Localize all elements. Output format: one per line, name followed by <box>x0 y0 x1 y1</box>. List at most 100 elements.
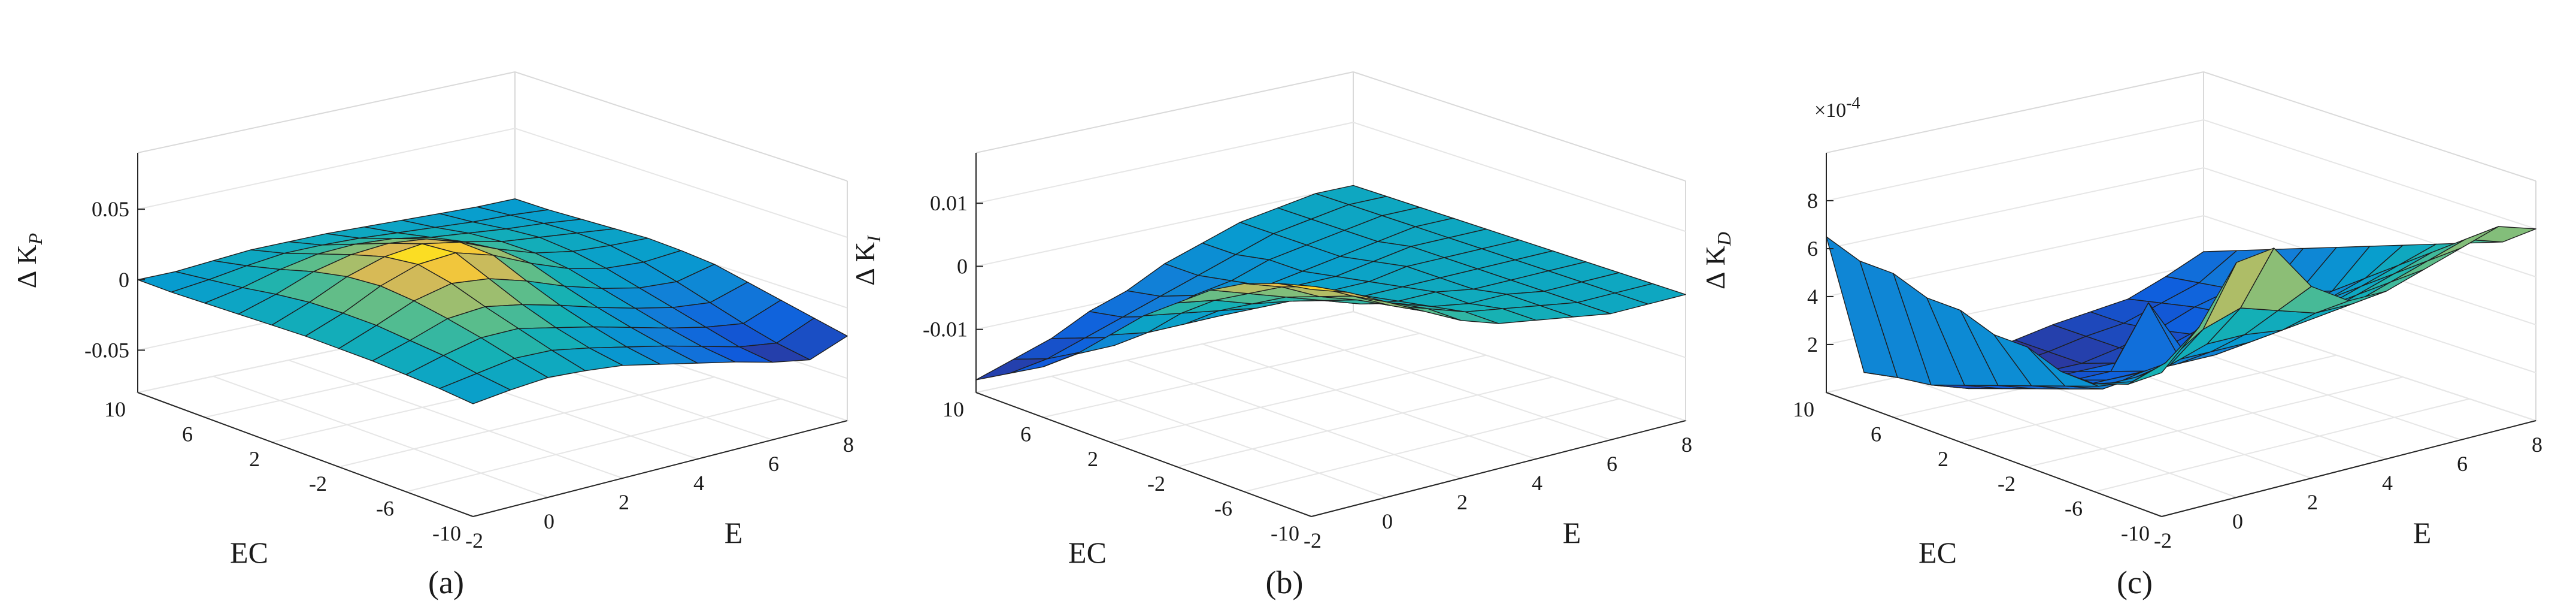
y-tick-label: -10 <box>2121 521 2150 545</box>
y-tick-label: -6 <box>2065 497 2083 521</box>
z-exponent-label: ×10-4 <box>1814 94 1860 122</box>
floor-grid-line <box>405 398 781 493</box>
surface <box>137 198 848 404</box>
z-tick-label: 6 <box>1807 237 1818 261</box>
wall-grid-line <box>1826 167 2536 277</box>
z-label-main: K <box>850 242 880 262</box>
panel-b: -0.01 0 0.01 -2 0 2 4 6 8 10 6 2 -2 -6 -10 E EC ΔKI (b) <box>850 71 1692 600</box>
panel-a: -0.05 0 0.05 -2 0 2 4 6 8 10 6 2 -2 -6 -10 E EC ΔKP (a) <box>11 71 854 600</box>
floor-grid-line <box>1126 360 1462 479</box>
y-tick-label: -6 <box>1214 497 1232 521</box>
z-label-main: K <box>1700 246 1731 265</box>
y-axis-label: EC <box>1919 536 1957 569</box>
exponent-power: -4 <box>1846 94 1860 113</box>
y-tick-label: 6 <box>1020 422 1031 446</box>
top-edge-line <box>137 71 516 153</box>
y-axis-label: EC <box>1068 536 1107 569</box>
surface <box>1826 226 2536 389</box>
z-axis-label: ΔKP <box>11 233 46 288</box>
floor-grid-line <box>1110 354 1487 443</box>
floor-grid-line <box>1277 327 1611 440</box>
y-tick-label: 10 <box>1793 397 1814 421</box>
surface-patch <box>975 358 1048 381</box>
wall-grid-line <box>1826 119 2536 230</box>
x-tick-label: 0 <box>544 509 554 533</box>
panel-c: 2 4 6 8 -2 0 2 4 6 8 10 6 2 -2 -6 -10 E EC ΔKD ×10-4 (c) <box>1700 71 2542 600</box>
wall-grid-line <box>137 128 848 238</box>
y-axis-label: EC <box>230 536 268 569</box>
y-axis-line <box>1826 392 2162 517</box>
panel-caption: (a) <box>428 564 464 600</box>
x-tick-label: -2 <box>465 529 483 552</box>
y-tick-label: 6 <box>1871 422 1881 446</box>
floor-grid-line <box>1353 311 1686 421</box>
z-tick-label: 0 <box>957 254 968 278</box>
floor-grid-line <box>1901 376 2237 498</box>
y-tick-label: 10 <box>104 397 126 421</box>
z-axis-label: ΔKD <box>1700 232 1735 289</box>
x-tick-label: 4 <box>693 471 704 495</box>
floor-grid-line <box>1042 333 1420 418</box>
x-tick-label: 2 <box>619 490 629 514</box>
z-label-delta: Δ <box>1700 271 1731 289</box>
y-tick-label: 2 <box>1938 447 1948 471</box>
z-tick-label: 4 <box>1807 285 1818 309</box>
z-label-subscript: P <box>25 233 46 246</box>
x-tick-label: 6 <box>2457 452 2468 476</box>
x-axis-line <box>1311 420 1686 517</box>
x-axis-line <box>472 420 848 517</box>
y-tick-label: -10 <box>432 521 461 545</box>
y-tick-label: -2 <box>1147 472 1165 496</box>
x-tick-label: 8 <box>1681 433 1692 457</box>
floor-grid-line <box>213 376 548 498</box>
z-label-main: K <box>11 244 42 264</box>
z-tick-label: 0 <box>119 268 129 292</box>
floor-grid-line <box>1960 354 2337 443</box>
y-tick-label: 2 <box>1087 447 1098 471</box>
wall-grid-line <box>975 122 1686 232</box>
surface-patch <box>439 373 511 404</box>
y-tick-label: 2 <box>249 447 260 471</box>
x-tick-label: 4 <box>1532 471 1542 495</box>
floor-grid-line <box>2027 376 2404 468</box>
x-tick-label: 8 <box>2532 433 2542 457</box>
floor-grid-line <box>288 360 623 479</box>
x-tick-label: 6 <box>1607 452 1617 476</box>
surface-patch <box>2128 327 2200 385</box>
x-tick-label: -2 <box>2154 529 2172 552</box>
z-axis-label: ΔKI <box>850 235 884 286</box>
surface-patch <box>1277 283 1350 293</box>
z-tick-label: 8 <box>1807 189 1818 213</box>
x-tick-labels: -2 0 2 4 6 8 <box>465 433 854 552</box>
z-label-subscript: D <box>1713 232 1735 246</box>
z-tick-label: -0.05 <box>84 338 129 362</box>
floor-grid-line <box>338 376 715 468</box>
top-edge-line <box>975 71 1354 153</box>
top-edge-line <box>514 71 848 182</box>
z-tick-label: 0.05 <box>92 197 129 221</box>
x-axis-label: E <box>725 516 743 549</box>
y-axis-line <box>137 392 474 517</box>
y-tick-labels: 10 6 2 -2 -6 -10 <box>104 397 461 545</box>
x-axis-label: E <box>2413 516 2432 549</box>
top-edge-line <box>1826 71 2204 153</box>
floor-grid-line <box>2094 398 2470 493</box>
top-edge-line <box>1353 71 1686 182</box>
panel-caption: (b) <box>1266 564 1304 600</box>
x-axis-label: E <box>1563 516 1581 549</box>
z-tick-labels: -0.05 0 0.05 <box>84 197 145 362</box>
z-label-delta: Δ <box>11 271 42 289</box>
x-tick-label: 2 <box>1457 490 1468 514</box>
z-label-subscript: I <box>863 235 884 243</box>
y-tick-label: 10 <box>942 397 964 421</box>
x-tick-labels: -2 0 2 4 6 8 <box>1304 433 1692 552</box>
y-axis-line <box>975 392 1312 517</box>
y-tick-label: -2 <box>309 472 327 496</box>
z-tick-labels: -0.01 0 0.01 <box>923 191 983 342</box>
z-label-delta: Δ <box>850 268 880 286</box>
x-tick-label: 8 <box>843 433 854 457</box>
y-tick-label: 6 <box>182 422 193 446</box>
z-tick-label: 2 <box>1807 333 1818 357</box>
y-tick-labels: 10 6 2 -2 -6 -10 <box>1793 397 2150 545</box>
